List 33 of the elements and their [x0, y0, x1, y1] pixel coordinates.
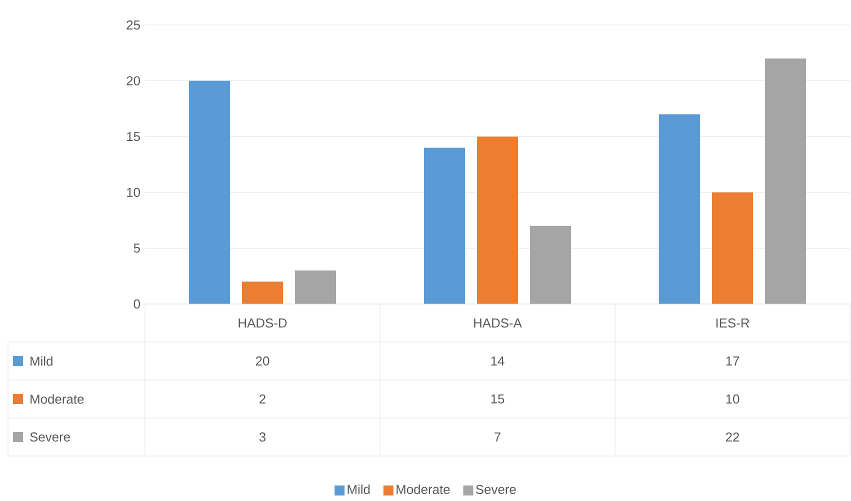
bar: [765, 58, 806, 304]
legend-label: Mild: [30, 356, 52, 366]
y-tick-label: 20: [126, 76, 140, 86]
bar: [424, 148, 466, 304]
data-label: 22: [726, 432, 740, 442]
data-label: 15: [491, 394, 504, 404]
text: Mild: [348, 484, 370, 494]
y-tick-label: 25: [126, 20, 140, 30]
y-tick-label: 5: [134, 244, 140, 253]
data-label: 7: [494, 432, 500, 442]
data-label: 10: [726, 394, 740, 404]
bar: [295, 270, 336, 304]
data-label: 2: [260, 394, 266, 404]
x-tick-label: IES-R: [716, 318, 750, 328]
text: Moderate: [30, 394, 84, 404]
bar: [189, 80, 230, 304]
text: Severe: [30, 432, 70, 442]
y-tick-label: 10: [127, 188, 140, 197]
bar: [530, 226, 572, 304]
bar: [659, 114, 700, 304]
x-tick-label: HADS-D: [238, 318, 287, 328]
legend-label: Moderate: [396, 484, 450, 494]
data-label: 3: [259, 432, 266, 442]
y-tick-label: 0: [134, 299, 140, 309]
bar: [712, 192, 754, 304]
y-tick-label: 15: [127, 132, 140, 142]
legend-label: Severe: [476, 484, 516, 494]
x-tick-label: HADS-A: [474, 318, 522, 328]
bar: [242, 282, 284, 304]
bar: [477, 136, 518, 304]
data-label: 17: [726, 356, 740, 366]
data-label: 20: [256, 356, 270, 366]
data-label: 14: [491, 356, 504, 366]
